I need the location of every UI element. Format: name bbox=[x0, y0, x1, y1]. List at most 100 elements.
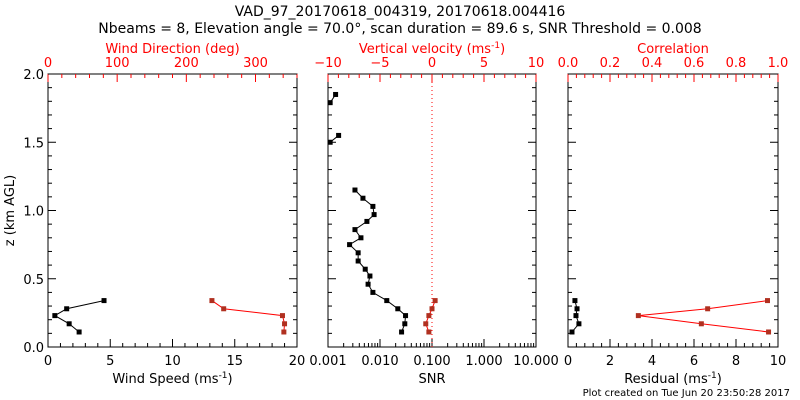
data-point-snr bbox=[395, 306, 401, 312]
series-line-wind-speed bbox=[53, 300, 105, 333]
x-tick-label: 10 bbox=[770, 354, 787, 369]
top-tick-label: 200 bbox=[174, 56, 199, 71]
data-point-snr bbox=[364, 218, 370, 224]
data-point-snr bbox=[384, 298, 390, 304]
top-tick-label: 0.0 bbox=[558, 56, 579, 71]
x-axis-label: SNR bbox=[418, 372, 445, 387]
data-point-wind-direction bbox=[282, 321, 288, 327]
plot-frame bbox=[567, 73, 779, 348]
top-tick-label: 0 bbox=[428, 56, 436, 71]
data-point-snr bbox=[360, 195, 366, 201]
top-tick-label: 300 bbox=[243, 56, 268, 71]
top-tick-label: −5 bbox=[370, 56, 389, 71]
data-point-wind-speed bbox=[64, 306, 70, 312]
y-tick-label: 0.5 bbox=[23, 273, 44, 288]
plot-frame bbox=[47, 73, 298, 348]
data-point-vertical-velocity bbox=[432, 298, 438, 304]
data-point-wind-direction bbox=[221, 306, 227, 312]
data-point-snr bbox=[370, 203, 376, 209]
data-point-snr bbox=[371, 212, 377, 218]
data-point-snr bbox=[355, 250, 361, 256]
data-point-snr bbox=[399, 329, 405, 335]
x-axis-label: Residual (ms-1) bbox=[624, 371, 722, 387]
top-tick-label: 0 bbox=[44, 56, 52, 71]
x-tick-label: 4 bbox=[648, 354, 656, 369]
top-axis-label: Vertical velocity (ms-1) bbox=[359, 41, 505, 57]
x-tick-label: 6 bbox=[690, 354, 698, 369]
x-tick-label: 10.000 bbox=[513, 354, 559, 369]
top-tick-label: 5 bbox=[480, 56, 488, 71]
data-point-residual bbox=[574, 306, 580, 312]
top-tick-label: 0.8 bbox=[726, 56, 747, 71]
data-point-snr bbox=[365, 281, 371, 287]
data-point-wind-speed bbox=[52, 313, 58, 319]
x-tick-label: 8 bbox=[732, 354, 740, 369]
data-point-snr bbox=[352, 227, 358, 233]
data-point-vertical-velocity bbox=[426, 313, 432, 319]
top-tick-label: 0.4 bbox=[642, 56, 663, 71]
data-point-snr bbox=[367, 273, 373, 279]
data-point-wind-direction bbox=[209, 298, 215, 304]
x-tick-label: 15 bbox=[226, 354, 243, 369]
data-point-snr bbox=[358, 235, 364, 241]
data-point-correlation bbox=[705, 306, 711, 312]
data-point-wind-speed bbox=[66, 321, 72, 327]
data-point-residual bbox=[573, 313, 579, 319]
x-tick-label: 0 bbox=[44, 354, 52, 369]
x-tick-label: 1.000 bbox=[465, 354, 502, 369]
series-line-wind-direction bbox=[211, 300, 286, 333]
data-point-vertical-velocity bbox=[423, 321, 429, 327]
series-line-correlation bbox=[638, 300, 769, 333]
data-point-snr bbox=[333, 91, 339, 97]
top-axis-label-close: ) bbox=[500, 42, 505, 57]
top-tick-label: −10 bbox=[314, 56, 341, 71]
data-point-wind-direction bbox=[279, 313, 285, 319]
x-tick-label: 0 bbox=[564, 354, 572, 369]
x-axis-label-sup: -1 bbox=[708, 371, 717, 381]
data-point-snr bbox=[327, 100, 333, 106]
data-point-snr bbox=[403, 313, 409, 319]
data-point-snr bbox=[355, 258, 361, 264]
top-tick-label: 0.2 bbox=[600, 56, 621, 71]
x-tick-label: 0.100 bbox=[413, 354, 450, 369]
x-tick-label: 2 bbox=[606, 354, 614, 369]
data-point-snr bbox=[347, 242, 353, 248]
data-point-correlation bbox=[765, 298, 770, 304]
data-point-snr bbox=[370, 289, 376, 295]
top-axis-label: Wind Direction (deg) bbox=[105, 42, 239, 57]
x-axis-label-close: ) bbox=[717, 372, 722, 387]
data-point-wind-speed bbox=[101, 298, 107, 304]
data-point-correlation bbox=[698, 321, 704, 327]
panel-snr: 0.001 0.010 0.100 1.000 10.000 −10 −5 0 5 10 SNR Ve… bbox=[309, 41, 558, 387]
x-tick-label: 0.001 bbox=[309, 354, 346, 369]
x-tick-label: 20 bbox=[289, 354, 306, 369]
x-tick-label: 0.010 bbox=[361, 354, 398, 369]
data-point-correlation bbox=[766, 329, 772, 335]
data-point-residual bbox=[569, 329, 575, 335]
top-axis-label: Correlation bbox=[637, 42, 709, 57]
x-axis-label: Wind Speed (ms-1) bbox=[112, 371, 232, 387]
title-line-2: Nbeams = 8, Elevation angle = 70.0°, sca… bbox=[98, 21, 701, 37]
data-point-vertical-velocity bbox=[429, 306, 435, 312]
top-tick-label: 1.0 bbox=[768, 56, 789, 71]
top-tick-label: 0.6 bbox=[684, 56, 705, 71]
data-point-correlation bbox=[635, 313, 641, 319]
data-point-wind-direction bbox=[281, 329, 287, 335]
top-axis-label-sup: -1 bbox=[491, 41, 500, 51]
footer-timestamp: Plot created on Tue Jun 20 23:50:28 2017 bbox=[583, 388, 790, 399]
y-tick-label: 2.0 bbox=[23, 68, 44, 83]
data-point-residual bbox=[576, 321, 582, 327]
data-point-snr bbox=[336, 132, 342, 138]
data-point-snr bbox=[362, 266, 368, 272]
top-tick-label: 10 bbox=[528, 56, 545, 71]
data-point-snr bbox=[402, 321, 408, 327]
data-point-snr bbox=[327, 139, 333, 145]
x-tick-label: 5 bbox=[106, 354, 114, 369]
title-line-1: VAD_97_20170618_004319, 20170618.004416 bbox=[235, 4, 566, 20]
y-tick-label: 1.0 bbox=[23, 205, 44, 220]
data-point-snr bbox=[352, 187, 358, 193]
top-tick-label: 100 bbox=[105, 56, 130, 71]
y-axis-label: z (km AGL) bbox=[3, 175, 18, 246]
